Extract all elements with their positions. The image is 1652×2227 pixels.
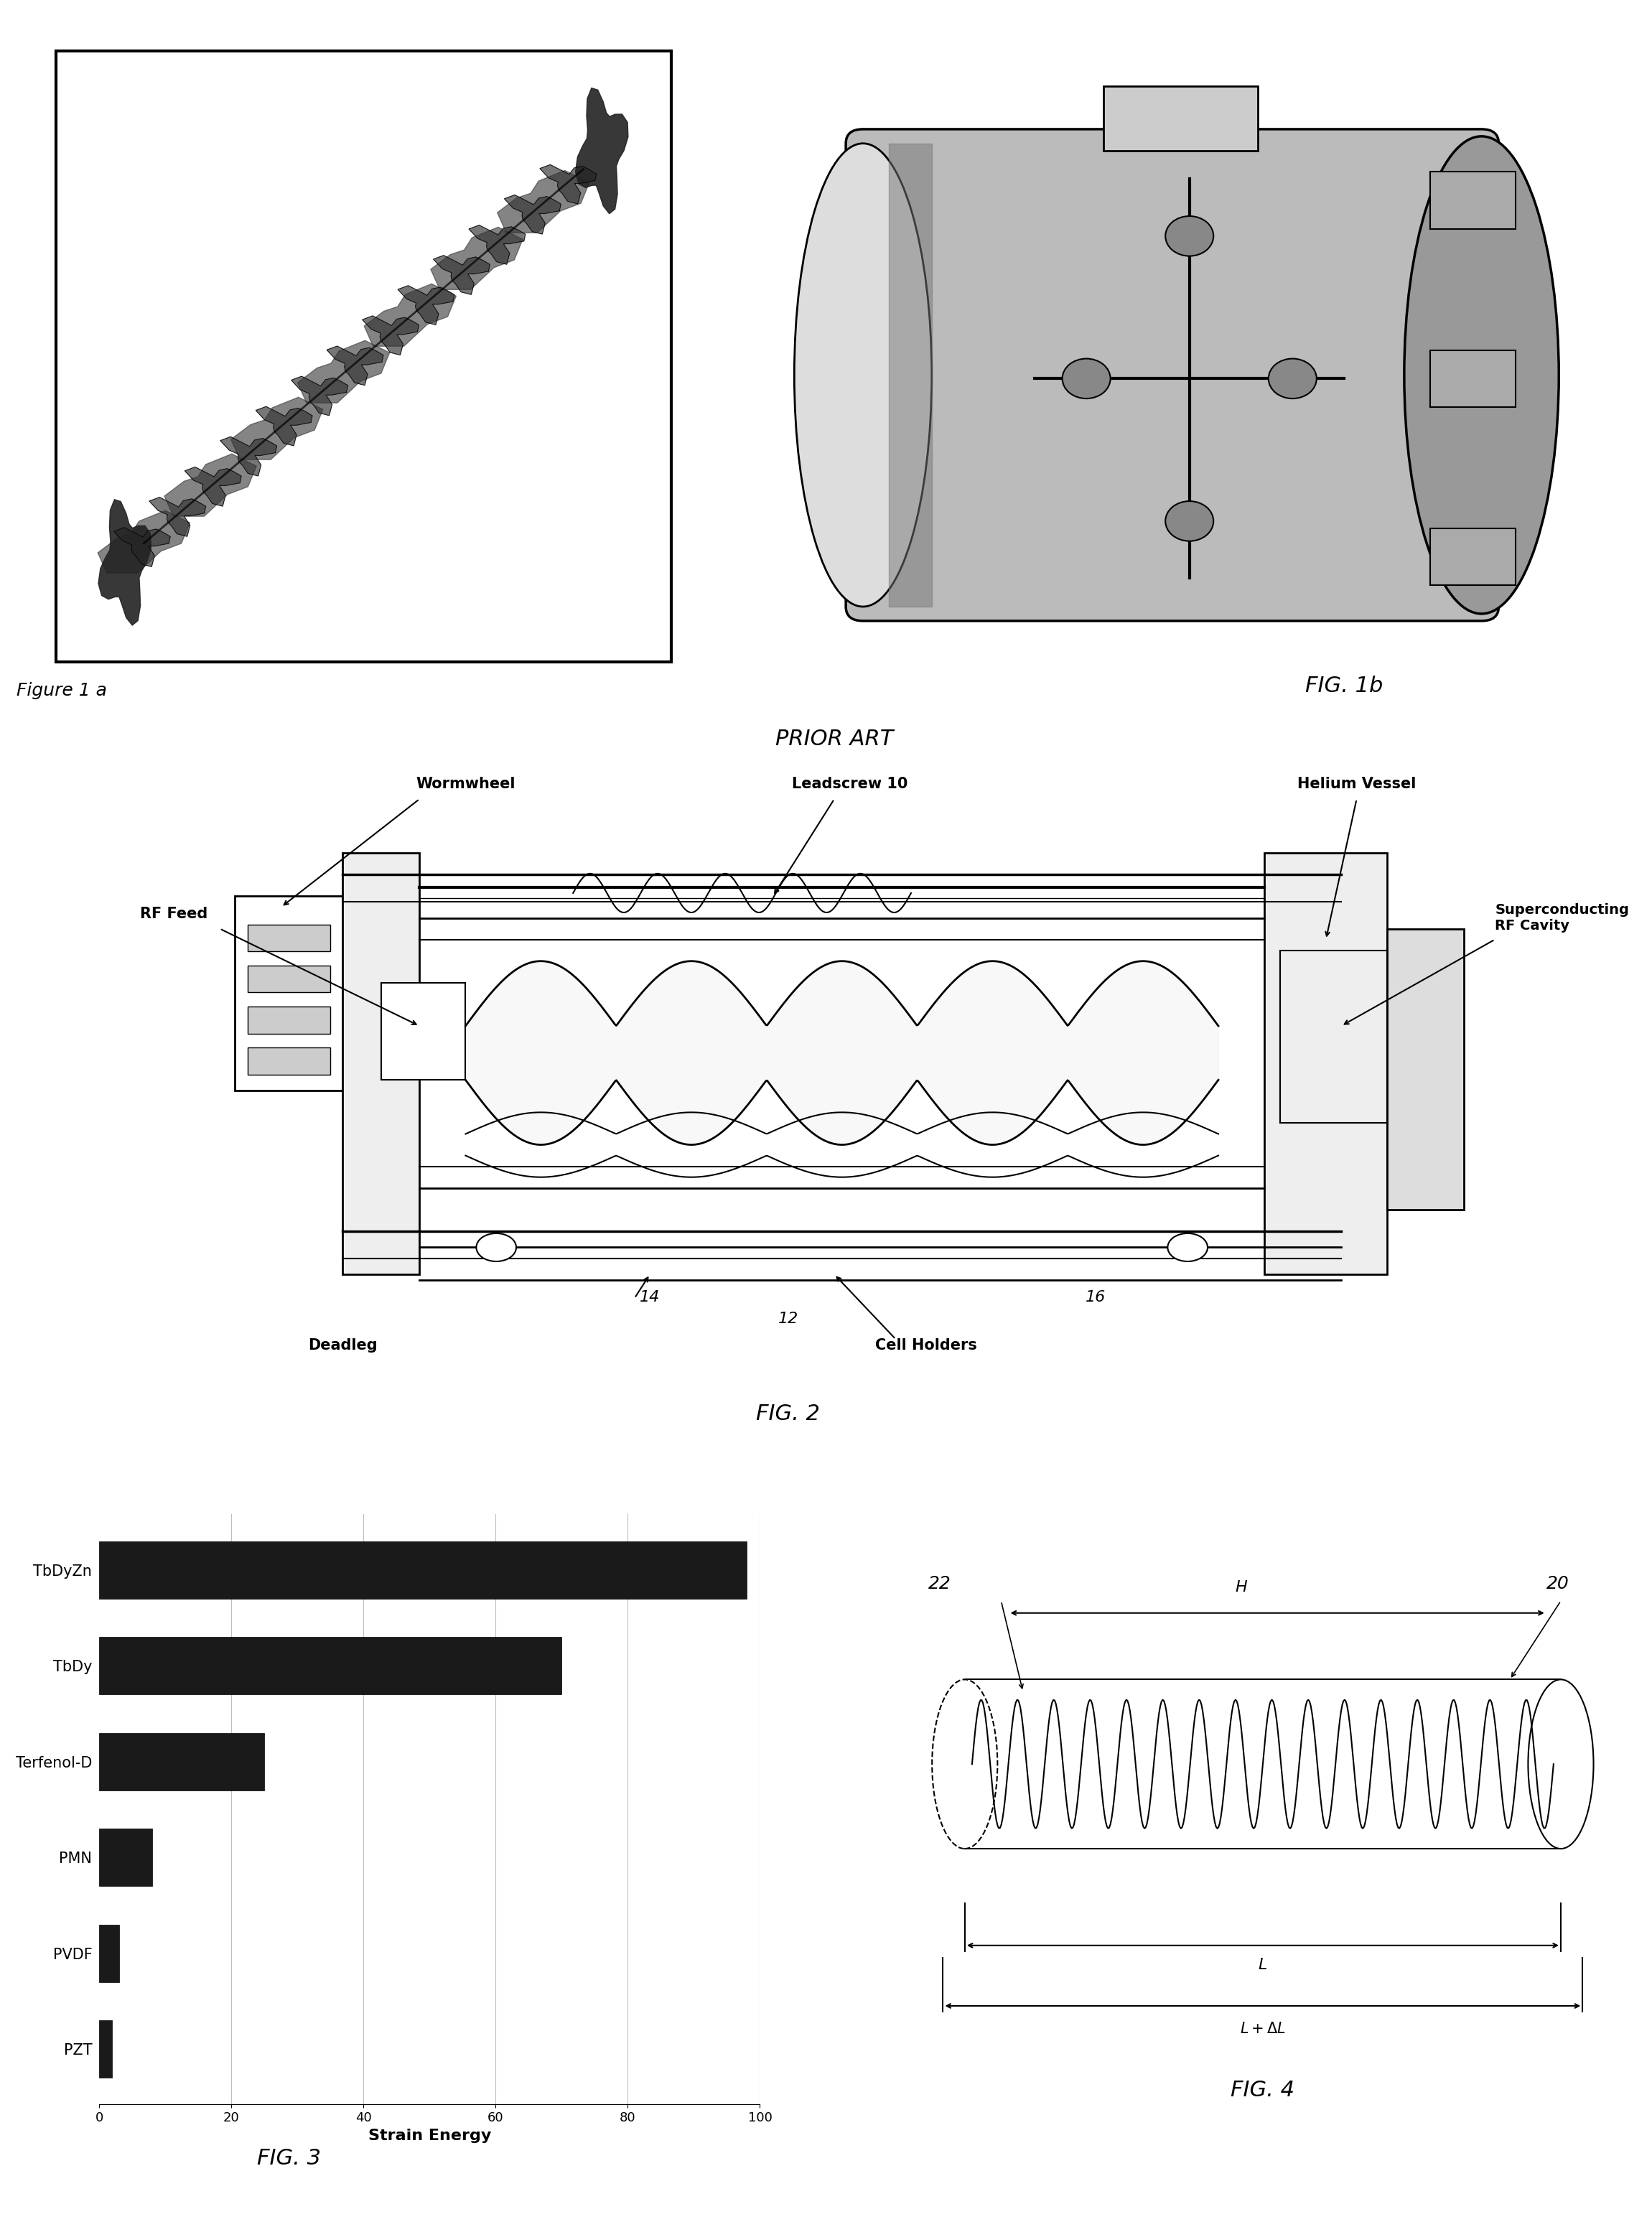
Text: 20: 20 bbox=[1546, 1574, 1569, 1592]
FancyBboxPatch shape bbox=[846, 129, 1498, 621]
Ellipse shape bbox=[1404, 136, 1559, 615]
Bar bbox=[1431, 171, 1517, 229]
Bar bbox=[382, 982, 466, 1080]
Circle shape bbox=[1062, 359, 1110, 399]
Text: 22: 22 bbox=[928, 1574, 952, 1592]
Text: $L+\Delta L$: $L+\Delta L$ bbox=[1241, 2022, 1285, 2035]
Bar bbox=[99, 1828, 152, 1886]
Text: Figure 1 a: Figure 1 a bbox=[17, 681, 107, 699]
Ellipse shape bbox=[1528, 1679, 1594, 1848]
Text: Superconducting
RF Cavity: Superconducting RF Cavity bbox=[1495, 904, 1629, 933]
Polygon shape bbox=[220, 436, 278, 477]
X-axis label: Strain Energy: Strain Energy bbox=[368, 2129, 491, 2142]
Bar bbox=[1280, 951, 1388, 1122]
Polygon shape bbox=[114, 528, 170, 566]
Text: RF Feed: RF Feed bbox=[140, 906, 208, 920]
Polygon shape bbox=[291, 376, 349, 416]
Circle shape bbox=[1168, 1234, 1208, 1260]
Bar bbox=[99, 1733, 264, 1791]
Text: Leadscrew 10: Leadscrew 10 bbox=[791, 777, 907, 791]
Text: FIG. 1b: FIG. 1b bbox=[1305, 675, 1383, 697]
Bar bbox=[1104, 87, 1259, 151]
Text: PRIOR ART: PRIOR ART bbox=[775, 728, 894, 748]
Text: 16: 16 bbox=[1085, 1289, 1105, 1305]
Polygon shape bbox=[297, 341, 390, 403]
Polygon shape bbox=[363, 283, 456, 345]
Circle shape bbox=[1165, 501, 1214, 541]
Polygon shape bbox=[431, 227, 522, 290]
Polygon shape bbox=[362, 316, 420, 354]
Polygon shape bbox=[433, 256, 491, 294]
Bar bbox=[248, 967, 330, 993]
Polygon shape bbox=[99, 499, 150, 626]
Text: Cell Holders: Cell Holders bbox=[876, 1338, 978, 1352]
Bar bbox=[99, 1637, 562, 1695]
Bar bbox=[248, 1007, 330, 1033]
Ellipse shape bbox=[795, 143, 932, 606]
Polygon shape bbox=[575, 89, 628, 214]
Text: L: L bbox=[1259, 1958, 1267, 1973]
Polygon shape bbox=[540, 165, 596, 205]
Ellipse shape bbox=[932, 1679, 998, 1848]
Polygon shape bbox=[504, 196, 562, 234]
Bar bbox=[99, 2020, 112, 2078]
Bar bbox=[248, 1047, 330, 1076]
Bar bbox=[99, 1541, 747, 1599]
Polygon shape bbox=[497, 171, 590, 234]
Bar bbox=[1388, 929, 1464, 1209]
Bar bbox=[235, 895, 342, 1091]
Text: Wormwheel: Wormwheel bbox=[416, 777, 515, 791]
Polygon shape bbox=[165, 454, 256, 517]
Text: Deadleg: Deadleg bbox=[307, 1338, 377, 1352]
Bar bbox=[99, 1924, 119, 1982]
Bar bbox=[1431, 350, 1517, 408]
Bar bbox=[1264, 853, 1388, 1274]
Polygon shape bbox=[256, 408, 312, 445]
Circle shape bbox=[1165, 216, 1214, 256]
Bar bbox=[1431, 528, 1517, 586]
Text: FIG. 2: FIG. 2 bbox=[757, 1403, 819, 1425]
Polygon shape bbox=[149, 497, 206, 537]
Polygon shape bbox=[469, 225, 525, 265]
Bar bbox=[342, 853, 420, 1274]
Polygon shape bbox=[185, 468, 241, 506]
Circle shape bbox=[476, 1234, 515, 1260]
Polygon shape bbox=[327, 345, 383, 385]
Polygon shape bbox=[97, 510, 190, 572]
Polygon shape bbox=[231, 396, 324, 459]
Text: Helium Vessel: Helium Vessel bbox=[1297, 777, 1416, 791]
Text: 12: 12 bbox=[778, 1312, 798, 1325]
Circle shape bbox=[1269, 359, 1317, 399]
Text: FIG. 4: FIG. 4 bbox=[1231, 2080, 1295, 2100]
Text: FIG. 3: FIG. 3 bbox=[258, 2149, 320, 2169]
Bar bbox=[248, 924, 330, 951]
Polygon shape bbox=[398, 285, 454, 325]
Text: 14: 14 bbox=[639, 1289, 661, 1305]
Text: H: H bbox=[1236, 1581, 1247, 1595]
